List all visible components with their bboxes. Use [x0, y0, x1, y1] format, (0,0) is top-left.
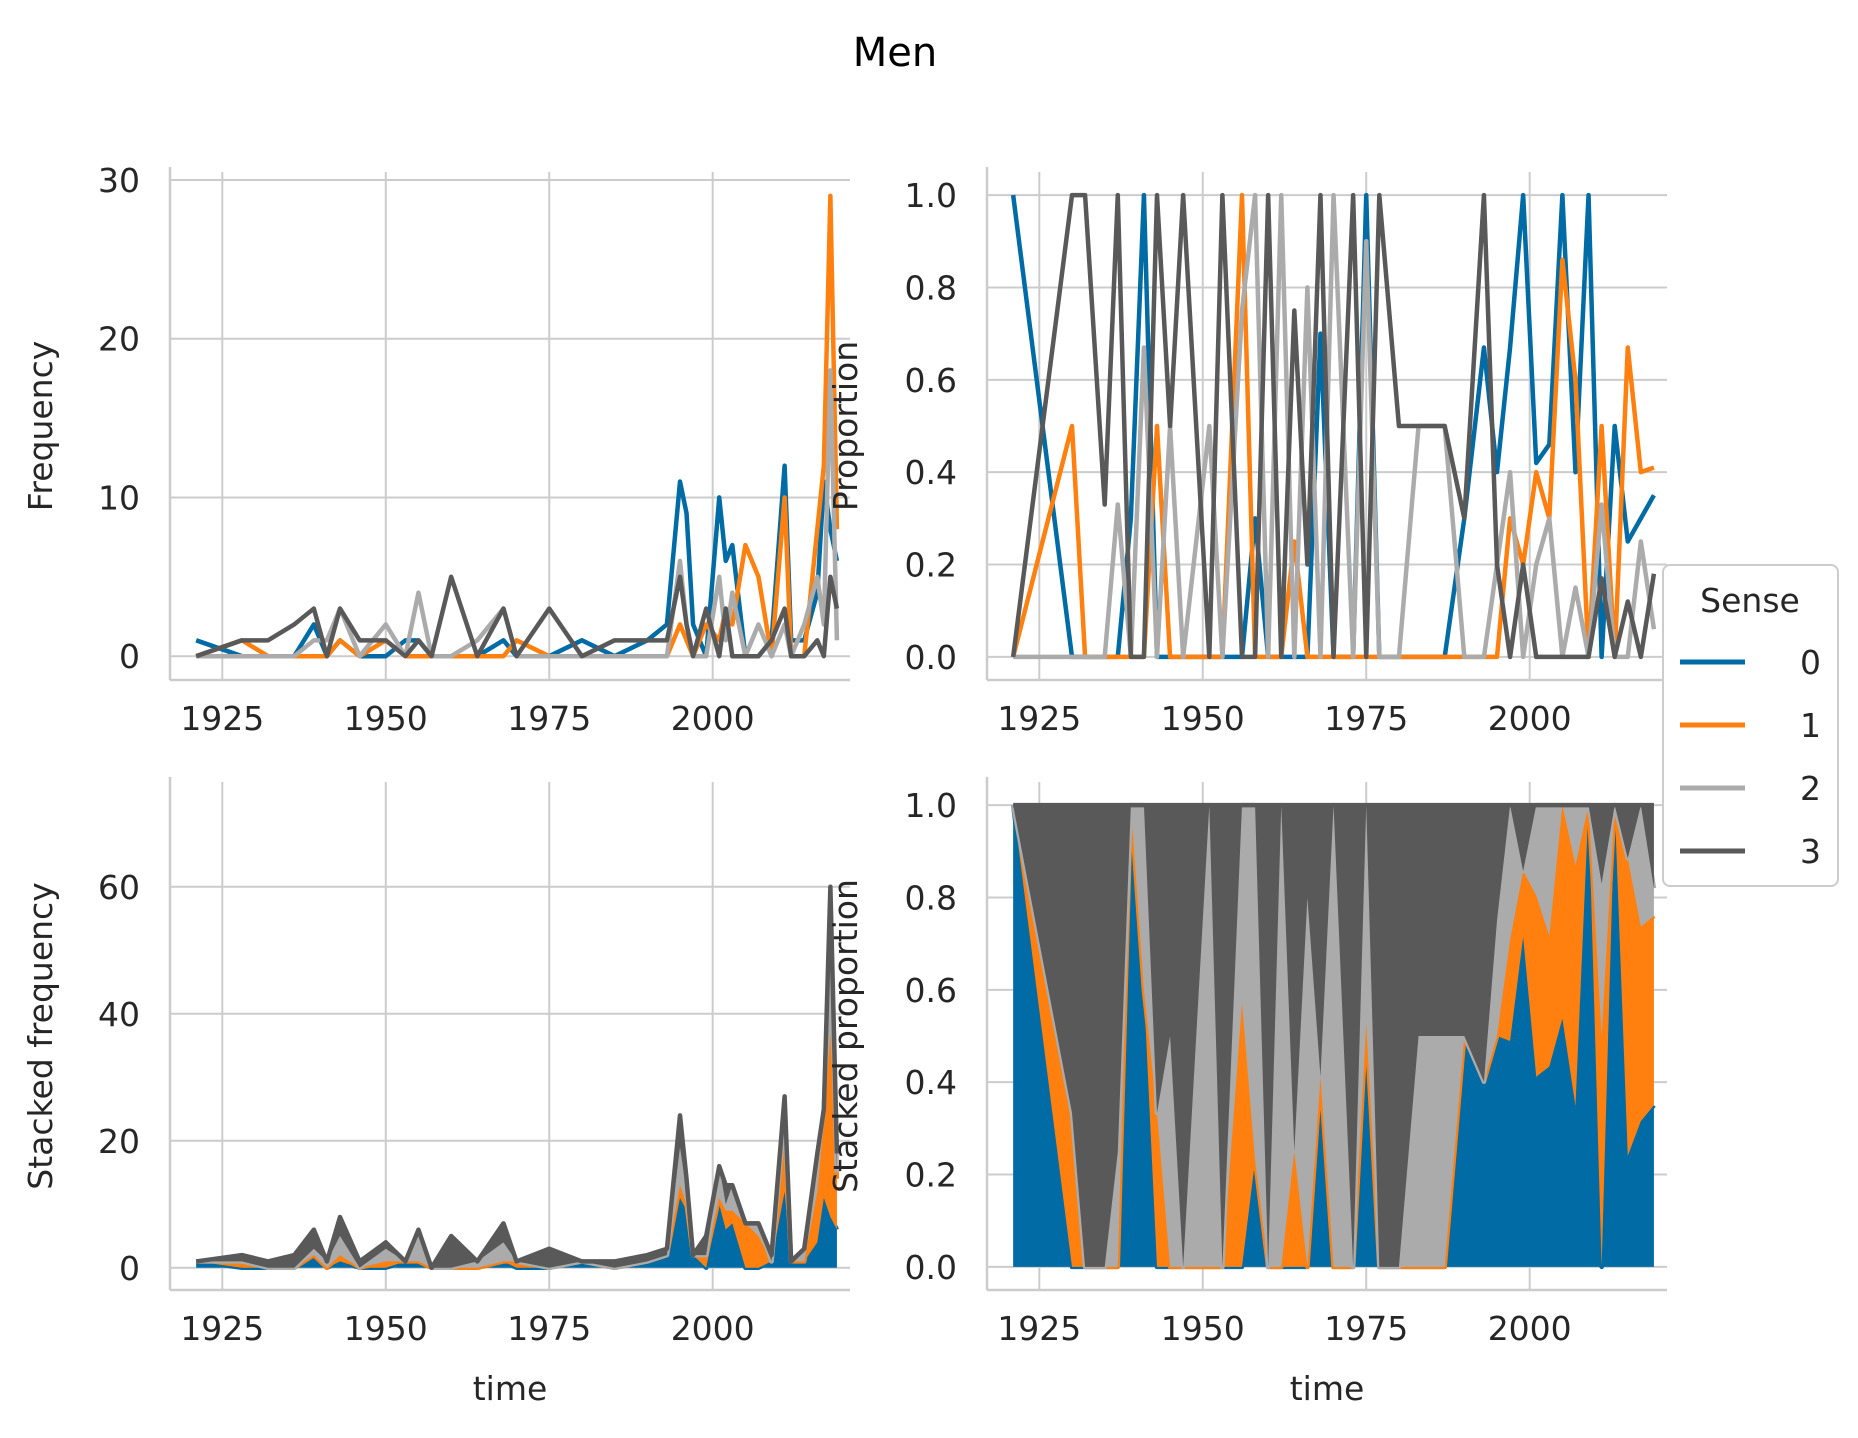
y-tick-label: 40 [98, 995, 140, 1034]
x-tick-label: 1975 [507, 1309, 591, 1348]
panel-stacked-proportion: 1925 1950 1975 2000 0.0 0.2 0.4 0.6 0.8 1.0 Stacke… [826, 777, 1667, 1408]
panel-stacked-frequency: 1925 1950 1975 2000 0 20 40 60 Stacked frequency… [21, 777, 850, 1408]
y-tick-label: 30 [98, 161, 140, 200]
y-axis-label: Stacked proportion [826, 879, 865, 1193]
y-tick-label: 20 [98, 320, 140, 359]
y-tick-label: 60 [98, 868, 140, 907]
y-tick-label: 0.2 [905, 546, 957, 585]
y-tick-label: 0.4 [905, 453, 957, 492]
y-axis-label: Proportion [826, 341, 865, 511]
plot-area [195, 193, 840, 659]
y-tick-label: 0 [119, 1249, 140, 1288]
x-tick-label: 1950 [344, 699, 428, 738]
stacked-area-0 [196, 1191, 837, 1268]
legend-label-2: 2 [1800, 769, 1821, 808]
x-tick-label: 1975 [507, 699, 591, 738]
legend-frame [1662, 564, 1839, 887]
series-line-2 [1013, 192, 1657, 660]
y-tick-label: 0.4 [905, 1063, 957, 1102]
y-axis-label: Stacked frequency [21, 882, 60, 1189]
stacked-area-3 [196, 886, 837, 1268]
y-tick-label: 0.0 [905, 638, 957, 677]
y-axis-label: Frequency [21, 341, 60, 511]
x-tick-label: 1975 [1324, 1309, 1408, 1348]
y-tick-label: 20 [98, 1122, 140, 1161]
legend-label-1: 1 [1800, 706, 1821, 745]
stacked-line-3 [195, 884, 840, 1271]
x-tick-label: 1975 [1324, 699, 1408, 738]
y-tick-label: 0.8 [905, 878, 957, 917]
panel-proportion: 1925 1950 1975 2000 0.0 0.2 0.4 0.6 0.8 1.0 Propor… [826, 167, 1667, 738]
x-tick-label: 1925 [997, 699, 1081, 738]
plot-area [1010, 192, 1657, 660]
y-tick-label: 10 [98, 478, 140, 517]
plot-area [1010, 802, 1657, 1270]
x-tick-label: 2000 [671, 699, 755, 738]
y-tick-label: 0.6 [905, 361, 957, 400]
x-axis-label: time [1290, 1369, 1365, 1408]
panel-frequency: 1925 1950 1975 2000 0 10 20 30 Frequency [21, 161, 850, 738]
x-tick-label: 2000 [1488, 699, 1572, 738]
series-line-3 [1010, 192, 1657, 660]
x-tick-label: 1925 [997, 1309, 1081, 1348]
plot-area [195, 884, 840, 1271]
y-tick-label: 0.0 [905, 1248, 957, 1287]
y-tick-label: 0.8 [905, 268, 957, 307]
y-tick-label: 0.2 [905, 1156, 957, 1195]
x-tick-label: 2000 [671, 1309, 755, 1348]
stacked-area-1 [196, 1032, 837, 1268]
stacked-area-3 [1013, 805, 1654, 1267]
y-tick-label: 0 [119, 637, 140, 676]
legend: Sense 0 1 2 3 [1662, 564, 1839, 887]
x-tick-label: 1925 [180, 699, 264, 738]
y-tick-label: 1.0 [905, 176, 957, 215]
x-tick-label: 1950 [1161, 699, 1245, 738]
x-tick-label: 1925 [180, 1309, 264, 1348]
stacked-area-0 [1013, 805, 1654, 1267]
x-axis-label: time [473, 1369, 548, 1408]
stacked-area-2 [1013, 805, 1654, 1267]
figure-title: Men [853, 30, 937, 76]
legend-title: Sense [1700, 581, 1800, 620]
series-line-1 [195, 193, 840, 659]
legend-label-0: 0 [1800, 643, 1821, 682]
legend-label-3: 3 [1800, 832, 1821, 871]
x-tick-label: 2000 [1488, 1309, 1572, 1348]
x-tick-label: 1950 [1161, 1309, 1245, 1348]
y-tick-label: 1.0 [905, 786, 957, 825]
series-line-3 [195, 574, 840, 659]
legend-entries: 0 1 2 3 [1680, 643, 1821, 871]
y-tick-label: 0.6 [905, 971, 957, 1010]
x-tick-label: 1950 [344, 1309, 428, 1348]
